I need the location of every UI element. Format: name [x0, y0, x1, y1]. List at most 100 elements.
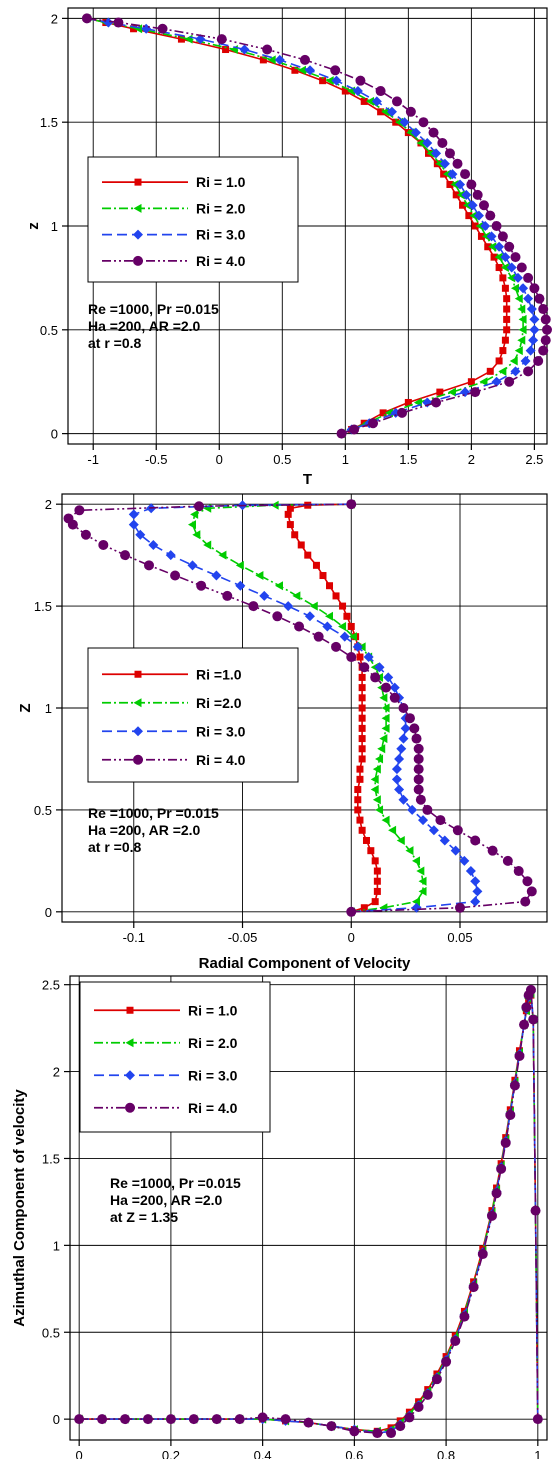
legend-label: Ri = 3.0	[196, 227, 246, 243]
data-point	[466, 179, 477, 190]
data-point	[475, 221, 484, 231]
data-point	[413, 753, 424, 764]
data-point	[377, 108, 385, 116]
data-point	[374, 662, 385, 673]
data-point	[428, 127, 439, 138]
data-point	[248, 601, 259, 612]
legend-label: Ri = 2.0	[196, 200, 246, 216]
annotation-text: Ha =200, AR =2.0	[88, 822, 201, 838]
data-point	[499, 347, 507, 355]
data-point	[216, 34, 227, 45]
data-point	[398, 794, 409, 805]
y-axis-label: Z	[17, 703, 34, 712]
legend-box	[87, 647, 299, 783]
y-tick-label: 1	[51, 219, 58, 234]
data-point	[356, 765, 364, 773]
y-tick-label: 0.5	[34, 803, 52, 818]
y-tick-label: 2.5	[42, 978, 60, 993]
data-point	[356, 816, 364, 824]
data-point	[177, 35, 185, 43]
data-point	[503, 315, 511, 323]
data-point	[148, 539, 159, 550]
data-point	[529, 324, 540, 335]
data-point	[503, 326, 511, 334]
data-point	[347, 622, 355, 630]
data-point	[354, 806, 362, 814]
data-point	[465, 212, 473, 220]
data-point	[447, 387, 456, 397]
data-point	[81, 13, 92, 24]
series-ri-1-0	[284, 500, 381, 916]
data-point	[283, 601, 294, 612]
data-point	[370, 672, 381, 683]
data-point	[235, 560, 244, 570]
x-tick-label: 0.8	[437, 1448, 455, 1459]
legend-marker	[133, 229, 143, 240]
data-point	[516, 262, 527, 273]
x-tick-label: 1	[342, 452, 349, 467]
x-tick-label: 0.2	[162, 1448, 180, 1459]
data-point	[309, 601, 318, 611]
data-point	[452, 191, 460, 199]
data-point	[510, 283, 519, 293]
data-point	[518, 325, 527, 335]
data-point	[450, 1335, 461, 1346]
data-point	[467, 200, 478, 211]
data-point	[274, 54, 285, 65]
data-point	[360, 904, 368, 912]
data-point	[313, 631, 324, 642]
data-point	[416, 138, 425, 148]
data-point	[381, 107, 390, 117]
data-point	[470, 896, 481, 907]
data-point	[441, 1356, 452, 1367]
data-point	[280, 1414, 291, 1425]
data-point	[497, 231, 508, 242]
data-point	[397, 407, 408, 418]
data-point	[312, 561, 320, 569]
x-tick-label: 2	[468, 452, 475, 467]
data-point	[386, 106, 397, 117]
y-axis-label: z	[25, 222, 42, 230]
legend-marker	[126, 1006, 134, 1014]
data-point	[514, 294, 523, 304]
data-point	[354, 796, 362, 804]
data-point	[222, 590, 233, 601]
data-point	[190, 509, 199, 519]
legend-label: Ri = 3.0	[196, 723, 246, 739]
data-point	[379, 734, 388, 744]
x-tick-label: 0	[76, 1448, 83, 1459]
legend-label: Ri =1.0	[196, 666, 242, 682]
data-point	[418, 117, 429, 128]
data-point	[352, 86, 363, 97]
data-point	[495, 264, 503, 272]
data-point	[319, 572, 327, 580]
data-point	[400, 723, 411, 734]
data-point	[499, 274, 507, 282]
data-point	[383, 672, 394, 683]
data-point	[396, 743, 407, 754]
data-point	[404, 1412, 415, 1423]
data-point	[485, 210, 496, 221]
data-point	[496, 1163, 507, 1174]
data-point	[326, 582, 334, 590]
data-point	[381, 815, 390, 825]
data-point	[373, 887, 381, 895]
data-point	[128, 519, 139, 530]
data-point	[412, 897, 421, 907]
data-point	[130, 25, 138, 33]
data-point	[413, 784, 424, 795]
data-point	[534, 293, 545, 304]
data-point	[358, 704, 366, 712]
data-point	[422, 137, 433, 148]
data-point	[422, 804, 433, 815]
data-point	[542, 324, 552, 335]
y-tick-label: 0.5	[42, 1325, 60, 1340]
data-point	[348, 632, 357, 642]
data-point	[470, 835, 481, 846]
series-ri-4-0	[63, 499, 537, 917]
data-point	[468, 1282, 479, 1293]
data-point	[352, 641, 363, 652]
x-tick-label: 0	[216, 452, 223, 467]
data-point	[447, 169, 458, 180]
data-point	[375, 805, 384, 815]
